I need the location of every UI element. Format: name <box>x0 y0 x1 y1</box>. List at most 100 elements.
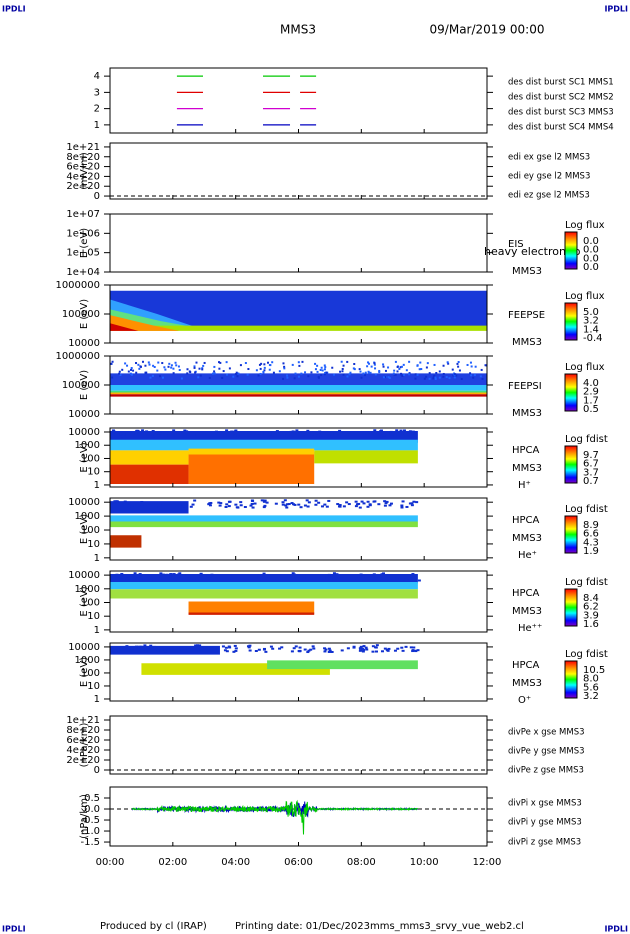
y-axis-label: E (eV) <box>79 370 90 400</box>
spectrogram-pixel <box>438 376 441 379</box>
x-tick-label: 12:00 <box>473 857 502 868</box>
spectrogram-pixel <box>201 367 204 370</box>
spectrogram-pixel <box>223 649 227 652</box>
spectrogram-pixel <box>340 360 343 363</box>
spectrogram-pixel <box>244 431 248 434</box>
spectrogram-pixel <box>258 363 261 366</box>
spectrogram-pixel <box>166 573 170 576</box>
spectrogram-pixel <box>149 376 152 379</box>
spectrogram-pixel <box>374 650 378 653</box>
spectrogram-pixel <box>253 502 257 505</box>
corner-label: IPDLI <box>604 5 628 14</box>
spectrogram-pixel <box>110 431 114 434</box>
spectrogram-pixel <box>368 431 372 434</box>
spectrogram-pixel <box>154 648 158 651</box>
colorbar-tick-label: 0.7 <box>583 476 599 487</box>
x-tick-label: 00:00 <box>96 857 125 868</box>
spectrogram-pixel <box>373 429 377 432</box>
y-tick-label: 10000 <box>68 642 100 653</box>
spectrogram-pixel <box>353 362 356 365</box>
spectrogram-pixel <box>143 644 147 647</box>
spectrogram-pixel <box>314 499 318 502</box>
spectrogram-pixel <box>400 434 404 437</box>
spectrogram-pixel <box>236 375 239 378</box>
y-tick-label: 1000 <box>75 584 100 595</box>
spectrogram-pixel <box>141 502 145 505</box>
spectrogram-pixel <box>218 367 221 370</box>
spectrogram-pixel <box>369 371 372 374</box>
colorbar <box>564 445 578 484</box>
spectrogram-pixel <box>304 371 307 374</box>
spectrogram-pixel <box>193 499 197 502</box>
spectrogram-pixel <box>120 573 124 576</box>
spectrogram-pixel <box>342 373 345 376</box>
spectrogram-pixel <box>260 499 264 502</box>
spectrogram-pixel <box>355 579 359 582</box>
spectrogram-pixel <box>416 649 420 652</box>
spectrogram-pixel <box>173 431 177 434</box>
spectrogram-pixel <box>128 505 132 508</box>
spectrogram-pixel <box>216 576 220 579</box>
spectrogram-pixel <box>320 366 323 369</box>
spectrogram-pixel <box>169 573 173 576</box>
spectrogram-pixel <box>404 645 408 648</box>
spectrogram-pixel <box>327 499 331 502</box>
spectrogram-pixel <box>387 376 390 379</box>
spectrogram-region <box>110 315 180 331</box>
spectrogram-pixel <box>264 650 268 653</box>
spectrogram-pixel <box>317 433 321 436</box>
spectrogram-pixel <box>354 500 358 503</box>
spectrogram-pixel <box>194 579 198 582</box>
spectrogram-pixel <box>114 649 118 652</box>
spectrogram-pixel <box>364 646 368 649</box>
spectrogram-pixel <box>364 374 367 377</box>
instrument-label: HPCA <box>512 515 540 526</box>
y-tick-label: 10 <box>87 611 100 622</box>
spectrogram-pixel <box>410 504 414 507</box>
spectrogram-pixel <box>387 366 390 369</box>
spectrogram-region <box>110 392 487 395</box>
spectrogram-pixel <box>470 374 473 377</box>
spectrogram-pixel <box>413 649 417 652</box>
spectrogram-pixel <box>382 363 385 366</box>
spectrogram-pixel <box>409 646 413 649</box>
y-tick-label: 100 <box>81 668 100 679</box>
spectrogram-region <box>110 323 139 331</box>
spectrogram-pixel <box>281 503 285 506</box>
spectrogram-pixel <box>412 500 416 503</box>
spectrogram-pixel <box>119 433 123 436</box>
spectrogram-pixel <box>158 375 161 378</box>
spectrogram-pixel <box>425 375 428 378</box>
y-tick-label: 1e+04 <box>66 267 100 278</box>
spectrogram-pixel <box>291 572 295 575</box>
spectrogram-pixel <box>143 648 147 651</box>
spectrogram-pixel <box>324 371 327 374</box>
spectrogram-pixel <box>189 505 193 508</box>
spacecraft-label: MMS3 <box>512 533 542 544</box>
spectrogram-pixel <box>285 506 289 509</box>
spectrogram-pixel <box>255 369 258 372</box>
spectrogram-pixel <box>327 573 331 576</box>
spectrogram-pixel <box>194 650 198 653</box>
spectrogram-pixel <box>170 364 173 367</box>
spectrogram-pixel <box>373 363 376 366</box>
spectrogram-pixel <box>307 375 310 378</box>
spectrogram-pixel <box>396 370 399 373</box>
spectrogram-pixel <box>203 646 207 649</box>
spectrogram-pixel <box>344 575 348 578</box>
spectrogram-pixel <box>216 647 220 650</box>
spectrogram-pixel <box>233 434 237 437</box>
spectrogram-pixel <box>398 367 401 370</box>
spectrogram-pixel <box>362 502 366 505</box>
spectrogram-pixel <box>446 361 449 364</box>
legend-label: edi ez gse l2 MMS3 <box>508 191 590 201</box>
spectrogram-pixel <box>307 432 311 435</box>
spectrogram-pixel <box>120 576 124 579</box>
spectrogram-pixel <box>330 650 334 653</box>
legend-label: des dist burst SC4 MMS4 <box>508 123 614 133</box>
spectrogram-pixel <box>442 372 445 375</box>
legend-label: divPe y gse MMS3 <box>508 747 585 757</box>
spectrogram-pixel <box>338 504 342 507</box>
spectrogram-pixel <box>131 504 135 507</box>
spectrogram-pixel <box>170 366 173 369</box>
